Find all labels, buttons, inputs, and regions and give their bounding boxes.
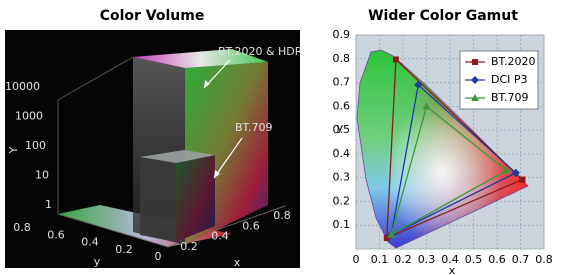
annotation: BT.2020 & HDR xyxy=(218,45,303,58)
marker xyxy=(519,177,525,183)
z-tick-label: 1000 xyxy=(15,110,43,123)
panel-title: Color Volume xyxy=(100,8,205,24)
x-tick-label: 0.2 xyxy=(180,240,198,253)
x-tick-label: 0.1 xyxy=(371,253,389,266)
y-tick-label: 0.4 xyxy=(333,147,351,160)
y-tick-label: 0.4 xyxy=(81,236,99,249)
y-tick-label: 0.8 xyxy=(13,221,31,234)
z-tick-label: 10000 xyxy=(5,80,40,93)
z-tick-label: 100 xyxy=(25,139,46,152)
y-tick-label: 0.5 xyxy=(333,123,351,136)
y-tick-label: 0.9 xyxy=(333,28,351,41)
y-tick-label: 0.8 xyxy=(333,52,351,65)
y-tick-label: 0.2 xyxy=(333,194,351,207)
y-tick-label: 0.6 xyxy=(333,99,351,112)
page: {"chart_data": [ {"type": "color-volume"… xyxy=(0,0,571,275)
x-tick-label: 0.2 xyxy=(394,253,412,266)
small-box-face xyxy=(140,157,176,242)
x-tick-label: 0.6 xyxy=(242,219,260,232)
x-tick-label: 0.7 xyxy=(512,253,530,266)
axis-label: y xyxy=(94,255,101,268)
y-tick-label: 0.2 xyxy=(115,243,133,256)
x-tick-label: 0 xyxy=(353,253,360,266)
axis-label: x xyxy=(234,256,241,269)
x-tick-label: 0.8 xyxy=(273,209,291,222)
z-tick-label: 1 xyxy=(45,198,52,211)
x-tick-label: 0.4 xyxy=(211,230,229,243)
figure: Color Volume BT.2020 & HDR BT.709 Y y x … xyxy=(0,0,571,275)
annotation: BT.709 xyxy=(235,121,272,134)
legend-label: BT.709 xyxy=(491,91,528,104)
y-tick-label: 0.3 xyxy=(333,171,351,184)
legend-label: DCI P3 xyxy=(491,73,528,86)
y-tick-label: 0.7 xyxy=(333,76,351,89)
chart-title: Wider Color Gamut xyxy=(368,8,518,24)
x-tick-label: 0 xyxy=(155,250,162,263)
x-tick-label: 0.8 xyxy=(535,253,553,266)
x-tick-label: 0.6 xyxy=(488,253,506,266)
marker xyxy=(472,59,478,65)
y-tick-label: 0.1 xyxy=(333,218,351,231)
legend-label: BT.2020 xyxy=(491,55,535,68)
x-tick-label: 0.5 xyxy=(465,253,483,266)
x-tick-label: 0.3 xyxy=(418,253,436,266)
axis-label: Y xyxy=(7,146,20,154)
z-tick-label: 10 xyxy=(35,169,49,182)
marker xyxy=(393,56,399,62)
x-tick-label: 0.4 xyxy=(441,253,459,266)
y-tick-label: 0.6 xyxy=(47,228,65,241)
